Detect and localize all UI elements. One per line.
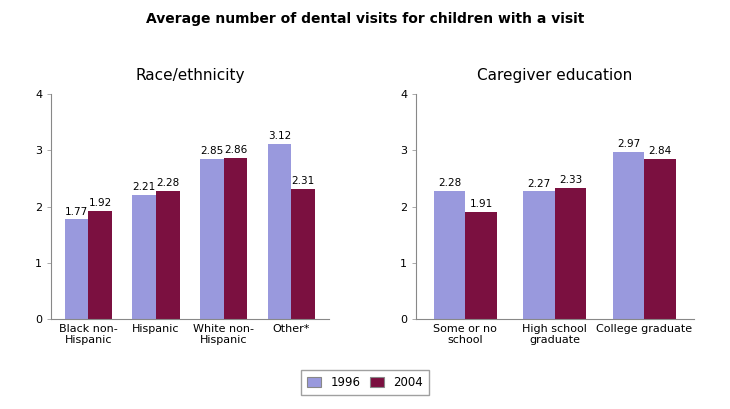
Text: 2.97: 2.97 — [617, 139, 640, 149]
Bar — [65, 220, 88, 319]
Bar — [613, 152, 645, 319]
Bar — [434, 191, 465, 319]
Text: 1.77: 1.77 — [65, 207, 88, 217]
Bar — [223, 158, 247, 319]
Bar — [156, 191, 180, 319]
Text: 1.91: 1.91 — [469, 199, 493, 209]
Text: 2.85: 2.85 — [200, 146, 223, 156]
Bar — [465, 211, 496, 319]
Text: 2.28: 2.28 — [156, 178, 180, 188]
Text: 2.27: 2.27 — [528, 179, 550, 189]
Bar — [555, 188, 586, 319]
Title: Caregiver education: Caregiver education — [477, 68, 632, 83]
Text: 2.33: 2.33 — [559, 175, 582, 185]
Text: 2.21: 2.21 — [133, 182, 155, 192]
Title: Race/ethnicity: Race/ethnicity — [135, 68, 245, 83]
Bar — [523, 191, 555, 319]
Bar — [268, 144, 291, 319]
Bar — [132, 195, 156, 319]
Text: Average number of dental visits for children with a visit: Average number of dental visits for chil… — [146, 12, 584, 26]
Text: 2.84: 2.84 — [648, 146, 672, 157]
Text: 3.12: 3.12 — [268, 131, 291, 141]
Bar — [200, 159, 223, 319]
Text: 2.31: 2.31 — [291, 176, 315, 187]
Bar — [645, 159, 675, 319]
Text: 1.92: 1.92 — [88, 198, 112, 208]
Bar — [291, 189, 315, 319]
Text: 2.86: 2.86 — [224, 145, 247, 155]
Legend: 1996, 2004: 1996, 2004 — [301, 370, 429, 395]
Bar — [88, 211, 112, 319]
Text: 2.28: 2.28 — [438, 178, 461, 188]
